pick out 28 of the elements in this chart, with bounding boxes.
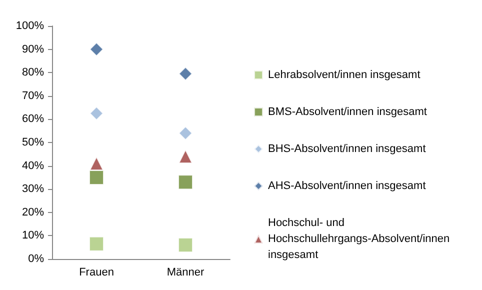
y-tick-label: 50% <box>22 136 44 148</box>
y-tick-label: 90% <box>22 43 44 56</box>
point <box>178 238 193 253</box>
point <box>178 126 192 140</box>
point <box>89 236 104 252</box>
y-tick-label: 10% <box>22 230 44 242</box>
y-tick-label: 30% <box>22 183 44 196</box>
y-tick-label: 40% <box>22 160 44 172</box>
point <box>89 170 104 185</box>
legend-label: Hochschul- und Hochschullehrgangs-Absolvent/innen insgesamt <box>268 217 453 261</box>
y-tick-label: 70% <box>22 90 44 102</box>
point <box>90 106 104 120</box>
legend-label: AHS-Absolvent/innen insgesamt <box>268 180 426 192</box>
y-tick-label: 60% <box>22 113 44 126</box>
point <box>90 42 104 56</box>
point <box>178 149 192 164</box>
y-tick-label: 100% <box>16 20 44 32</box>
point <box>178 174 193 190</box>
y-tick-label: 80% <box>22 66 44 79</box>
y-tick-label: 0% <box>28 253 44 265</box>
point <box>178 66 192 81</box>
y-tick-label: 20% <box>22 206 44 218</box>
x-tick-label: Frauen <box>79 266 114 278</box>
legend-label: BMS-Absolvent/innen insgesamt <box>268 106 427 118</box>
legend-label: Lehrabsolvent/innen insgesamt <box>268 69 420 81</box>
point <box>90 156 104 170</box>
legend-label: BHS-Absolvent/innen insgesamt <box>268 143 426 155</box>
x-tick-label: Männer <box>166 266 204 278</box>
